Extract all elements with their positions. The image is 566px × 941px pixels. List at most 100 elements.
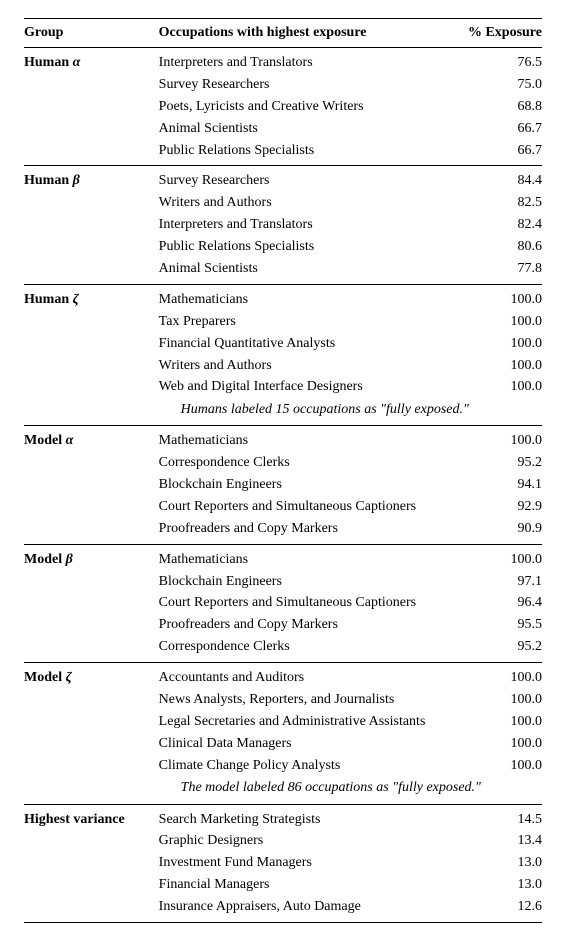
occupation-cell: Mathematicians — [159, 426, 449, 453]
occupation-cell: Correspondence Clerks — [159, 453, 449, 475]
exposure-cell: 84.4 — [449, 166, 542, 193]
group-prefix: Human — [24, 55, 73, 70]
table-row: Model ζAccountants and Auditors100.0 — [24, 663, 542, 690]
occupation-cell: Writers and Authors — [159, 193, 449, 215]
exposure-cell: 12.6 — [449, 897, 542, 919]
exposure-cell: 100.0 — [449, 377, 542, 399]
occupation-cell: Financial Managers — [159, 875, 449, 897]
group-label: Human β — [24, 173, 80, 188]
group-label: Human α — [24, 55, 80, 70]
group-label-cell: Model ζ — [24, 663, 159, 800]
exposure-cell: 100.0 — [449, 426, 542, 453]
group-prefix: Highest variance — [24, 812, 125, 827]
occupation-cell: News Analysts, Reporters, and Journalist… — [159, 690, 449, 712]
exposure-cell: 82.5 — [449, 193, 542, 215]
header-exposure: % Exposure — [449, 19, 542, 48]
occupation-cell: Interpreters and Translators — [159, 215, 449, 237]
exposure-cell: 100.0 — [449, 711, 542, 733]
exposure-cell: 90.9 — [449, 518, 542, 540]
occupation-cell: Writers and Authors — [159, 355, 449, 377]
group-label: Model ζ — [24, 670, 72, 685]
exposure-cell: 95.5 — [449, 615, 542, 637]
exposure-cell: 76.5 — [449, 48, 542, 75]
separator-row — [24, 918, 542, 922]
exposure-cell: 68.8 — [449, 96, 542, 118]
group-label-cell: Human β — [24, 166, 159, 280]
table-row: Highest varianceSearch Marketing Strateg… — [24, 804, 542, 831]
group-prefix: Model — [24, 552, 66, 567]
exposure-cell: 80.6 — [449, 237, 542, 259]
occupation-cell: Web and Digital Interface Designers — [159, 377, 449, 399]
occupation-cell: Financial Quantitative Analysts — [159, 333, 449, 355]
exposure-cell: 13.4 — [449, 831, 542, 853]
exposure-cell: 13.0 — [449, 853, 542, 875]
greek-letter: α — [73, 55, 81, 70]
exposure-cell: 92.9 — [449, 496, 542, 518]
group-prefix: Human — [24, 173, 73, 188]
exposure-cell: 14.5 — [449, 804, 542, 831]
greek-letter: ζ — [73, 292, 79, 307]
group-label: Highest variance — [24, 812, 125, 827]
group-prefix: Model — [24, 670, 66, 685]
exposure-cell: 100.0 — [449, 733, 542, 755]
header-occupations: Occupations with highest exposure — [159, 19, 449, 48]
table-row: Model α Mathematicians100.0 — [24, 426, 542, 453]
greek-letter: ζ — [66, 670, 72, 685]
exposure-cell: 77.8 — [449, 259, 542, 281]
exposure-cell: 100.0 — [449, 355, 542, 377]
exposure-cell: 82.4 — [449, 215, 542, 237]
group-label-cell: Model β — [24, 544, 159, 658]
occupation-cell: Survey Researchers — [159, 74, 449, 96]
exposure-table: Group Occupations with highest exposure … — [24, 18, 542, 923]
occupation-cell: Blockchain Engineers — [159, 475, 449, 497]
group-label-cell: Human α — [24, 48, 159, 162]
exposure-cell: 100.0 — [449, 333, 542, 355]
exposure-cell: 100.0 — [449, 284, 542, 311]
group-prefix: Model — [24, 433, 66, 448]
group-label: Model β — [24, 552, 73, 567]
separator-cell — [24, 918, 542, 922]
exposure-cell: 94.1 — [449, 475, 542, 497]
occupation-cell: Blockchain Engineers — [159, 571, 449, 593]
exposure-cell: 95.2 — [449, 637, 542, 659]
table-row: Human β Survey Researchers84.4 — [24, 166, 542, 193]
occupation-cell: Court Reporters and Simultaneous Caption… — [159, 496, 449, 518]
occupation-cell: Graphic Designers — [159, 831, 449, 853]
occupation-cell: Tax Preparers — [159, 311, 449, 333]
occupation-cell: Public Relations Specialists — [159, 237, 449, 259]
occupation-cell: Proofreaders and Copy Markers — [159, 615, 449, 637]
group-label-cell: Model α — [24, 426, 159, 540]
occupation-cell: Court Reporters and Simultaneous Caption… — [159, 593, 449, 615]
greek-letter: β — [66, 552, 73, 567]
occupation-cell: Mathematicians — [159, 544, 449, 571]
group-prefix: Human — [24, 292, 73, 307]
occupation-cell: Animal Scientists — [159, 259, 449, 281]
group-label: Model α — [24, 433, 73, 448]
exposure-cell: 100.0 — [449, 690, 542, 712]
table-row: Human ζ Mathematicians100.0 — [24, 284, 542, 311]
table-row: Model β Mathematicians100.0 — [24, 544, 542, 571]
exposure-cell: 100.0 — [449, 544, 542, 571]
occupation-cell: Mathematicians — [159, 284, 449, 311]
exposure-cell: 95.2 — [449, 453, 542, 475]
occupation-cell: Legal Secretaries and Administrative Ass… — [159, 711, 449, 733]
table-row: Human α Interpreters and Translators76.5 — [24, 48, 542, 75]
occupation-cell: Climate Change Policy Analysts — [159, 755, 449, 777]
exposure-cell: 100.0 — [449, 311, 542, 333]
occupation-cell: Clinical Data Managers — [159, 733, 449, 755]
exposure-cell: 66.7 — [449, 140, 542, 162]
note-cell: Humans labeled 15 occupations as "fully … — [159, 399, 542, 422]
table-header-row: Group Occupations with highest exposure … — [24, 19, 542, 48]
greek-letter: β — [73, 173, 80, 188]
occupation-cell: Poets, Lyricists and Creative Writers — [159, 96, 449, 118]
occupation-cell: Animal Scientists — [159, 118, 449, 140]
note-cell: The model labeled 86 occupations as "ful… — [159, 777, 542, 800]
group-label: Human ζ — [24, 292, 79, 307]
occupation-cell: Proofreaders and Copy Markers — [159, 518, 449, 540]
occupation-cell: Interpreters and Translators — [159, 48, 449, 75]
occupation-cell: Accountants and Auditors — [159, 663, 449, 690]
exposure-cell: 75.0 — [449, 74, 542, 96]
occupation-cell: Correspondence Clerks — [159, 637, 449, 659]
greek-letter: α — [66, 433, 74, 448]
occupation-cell: Survey Researchers — [159, 166, 449, 193]
